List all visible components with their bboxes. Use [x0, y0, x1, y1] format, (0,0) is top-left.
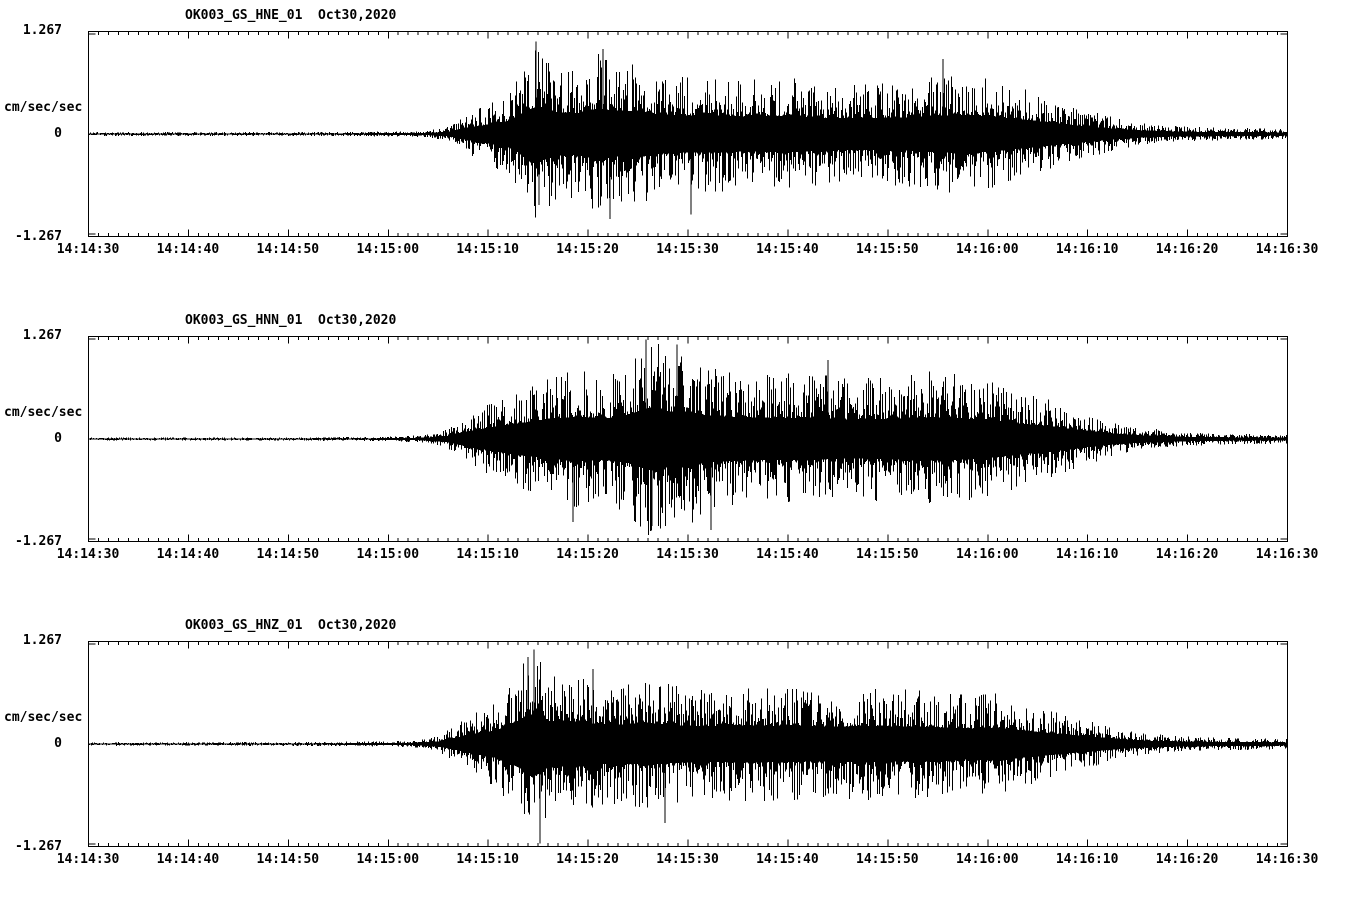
seismogram-figure: OK003_GS_HNE_01 Oct30,2020 1.267 cm/sec/… — [0, 8, 1358, 873]
y-max-label: 1.267 — [22, 23, 62, 38]
x-tick-label: 14:16:10 — [1055, 242, 1119, 257]
x-tick-label: 14:16:20 — [1155, 547, 1219, 562]
x-tick-label: 14:15:10 — [456, 547, 519, 562]
waveform-plot-hnn — [88, 336, 1288, 542]
panel-title-hne: OK003_GS_HNE_01 Oct30,2020 — [185, 8, 397, 23]
x-tick-label: 14:15:30 — [656, 547, 719, 562]
x-axis-labels-hnz: 14:14:30 14:14:40 14:14:50 14:15:00 14:15:10… — [0, 847, 1358, 873]
y-zero-label: 0 — [54, 431, 62, 446]
y-max-label: 1.267 — [22, 633, 62, 648]
x-axis-labels-hnn: 14:14:30 14:14:40 14:14:50 14:15:00 14:15:10… — [0, 542, 1358, 568]
x-tick-label: 14:16:00 — [955, 242, 1019, 257]
y-zero-label: 0 — [54, 126, 62, 141]
waveform-plot-hnz — [88, 641, 1288, 847]
x-tick-label: 14:14:50 — [256, 242, 320, 257]
y-min-label: -1.267 — [15, 229, 62, 244]
x-tick-label: 14:15:40 — [756, 242, 819, 257]
x-tick-label: 14:16:10 — [1055, 852, 1119, 867]
y-axis-unit: cm/sec/sec — [4, 100, 83, 115]
plot-area-hnz: 1.267 cm/sec/sec 0 -1.267 — [4, 634, 1288, 854]
x-tick-label: 14:16:20 — [1155, 242, 1219, 257]
x-tick-label: 14:15:30 — [656, 852, 719, 867]
plot-area-hne: 1.267 cm/sec/sec 0 -1.267 — [4, 24, 1288, 244]
x-tick-label: 14:15:50 — [856, 242, 919, 257]
x-tick-label: 14:16:30 — [1255, 547, 1319, 562]
y-axis-unit: cm/sec/sec — [4, 405, 83, 420]
x-tick-label: 14:16:00 — [955, 547, 1019, 562]
x-tick-label: 14:14:40 — [156, 852, 220, 867]
y-zero-label: 0 — [54, 736, 62, 751]
seismogram-panel-hnn: OK003_GS_HNN_01 Oct30,2020 1.267 cm/sec/… — [0, 313, 1358, 568]
x-tick-label: 14:16:10 — [1055, 547, 1119, 562]
x-tick-label: 14:16:20 — [1155, 852, 1219, 867]
x-tick-label: 14:15:20 — [556, 852, 619, 867]
x-tick-label: 14:16:30 — [1255, 852, 1319, 867]
x-tick-label: 14:15:30 — [656, 242, 719, 257]
x-tick-label: 14:14:50 — [256, 547, 320, 562]
x-tick-label: 14:15:40 — [756, 852, 819, 867]
seismogram-panel-hnz: OK003_GS_HNZ_01 Oct30,2020 1.267 cm/sec/… — [0, 618, 1358, 873]
x-tick-label: 14:14:30 — [56, 242, 120, 257]
y-min-label: -1.267 — [15, 839, 62, 854]
x-tick-label: 14:14:40 — [156, 547, 220, 562]
x-tick-label: 14:15:00 — [356, 547, 420, 562]
y-max-label: 1.267 — [22, 328, 62, 343]
y-axis-unit: cm/sec/sec — [4, 710, 83, 725]
x-tick-label: 14:14:30 — [56, 852, 120, 867]
waveform-plot-hne — [88, 31, 1288, 237]
x-tick-label: 14:16:30 — [1255, 242, 1319, 257]
x-tick-label: 14:15:50 — [856, 852, 919, 867]
seismogram-panel-hne: OK003_GS_HNE_01 Oct30,2020 1.267 cm/sec/… — [0, 8, 1358, 263]
x-tick-label: 14:14:40 — [156, 242, 220, 257]
x-tick-label: 14:15:00 — [356, 852, 420, 867]
x-tick-label: 14:15:00 — [356, 242, 420, 257]
x-axis-labels-hne: 14:14:30 14:14:40 14:14:50 14:15:00 14:15:10… — [0, 237, 1358, 263]
panel-title-hnz: OK003_GS_HNZ_01 Oct30,2020 — [185, 618, 397, 633]
x-tick-label: 14:15:50 — [856, 547, 919, 562]
x-tick-label: 14:14:50 — [256, 852, 320, 867]
x-tick-label: 14:15:20 — [556, 242, 619, 257]
plot-area-hnn: 1.267 cm/sec/sec 0 -1.267 — [4, 329, 1288, 549]
x-tick-label: 14:16:00 — [955, 852, 1019, 867]
x-tick-label: 14:14:30 — [56, 547, 120, 562]
x-tick-label: 14:15:40 — [756, 547, 819, 562]
x-tick-label: 14:15:10 — [456, 852, 519, 867]
y-min-label: -1.267 — [15, 534, 62, 549]
x-tick-label: 14:15:10 — [456, 242, 519, 257]
panel-title-hnn: OK003_GS_HNN_01 Oct30,2020 — [185, 313, 397, 328]
x-tick-label: 14:15:20 — [556, 547, 619, 562]
